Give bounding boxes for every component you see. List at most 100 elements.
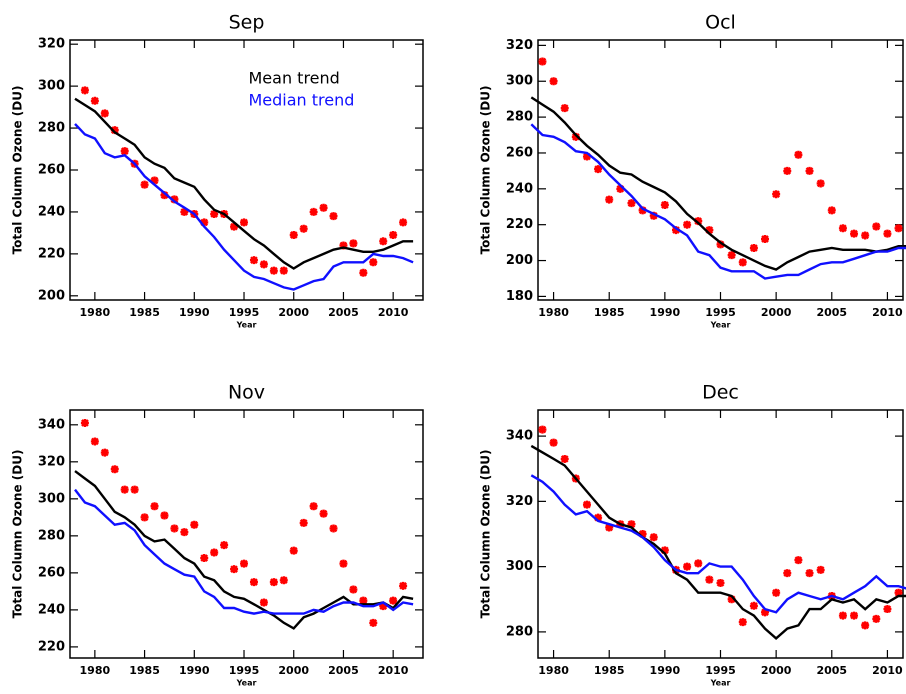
data-point xyxy=(716,240,725,249)
data-point xyxy=(279,266,288,275)
x-tick-label: 1990 xyxy=(650,306,681,319)
data-point xyxy=(805,166,814,175)
data-point xyxy=(289,546,298,555)
data-point xyxy=(249,256,258,265)
data-point xyxy=(794,556,803,565)
x-tick-label: 1995 xyxy=(229,306,260,319)
data-point xyxy=(180,528,189,537)
legend-label: Mean trend xyxy=(249,69,340,88)
plot-frame xyxy=(69,39,424,301)
y-tick-label: 280 xyxy=(38,121,65,136)
data-point xyxy=(738,258,747,267)
data-point xyxy=(582,152,591,161)
data-point xyxy=(90,437,99,446)
x-tick-label: 2010 xyxy=(378,306,409,319)
data-point xyxy=(210,210,219,219)
data-point xyxy=(399,581,408,590)
data-point xyxy=(379,237,388,246)
data-point xyxy=(683,562,692,571)
plot-frame xyxy=(69,409,424,659)
data-point xyxy=(200,218,209,227)
data-point xyxy=(289,231,298,239)
data-point xyxy=(649,211,658,220)
chart-panel: Ocl Total Column Ozone (DU) Year 180 200 220 2… xyxy=(479,12,906,330)
data-point xyxy=(299,518,308,527)
x-tick-label: 1980 xyxy=(80,306,111,319)
y-tick-label: 200 xyxy=(38,288,65,303)
data-point xyxy=(571,132,580,141)
y-tick-label: 240 xyxy=(506,181,533,196)
data-point xyxy=(389,596,398,605)
data-point xyxy=(660,546,669,555)
y-tick-label: 220 xyxy=(38,639,65,654)
data-point xyxy=(160,191,169,200)
data-point xyxy=(883,605,892,614)
x-tick-label: 2010 xyxy=(872,306,903,319)
y-axis-label: Total Column Ozone (DU) xyxy=(479,86,493,255)
data-point xyxy=(538,57,547,66)
data-point xyxy=(90,96,99,105)
y-tick-label: 320 xyxy=(38,37,65,52)
chart-title: Nov xyxy=(228,382,265,404)
data-point xyxy=(299,224,308,233)
x-axis-label: Year xyxy=(236,679,257,688)
data-point xyxy=(749,601,758,610)
data-point xyxy=(772,190,781,199)
data-point xyxy=(894,588,903,597)
chart-panel: Nov Total Column Ozone (DU) Year 220 240 260 2… xyxy=(11,382,424,688)
x-tick-label: 1980 xyxy=(538,664,569,677)
y-tick-label: 220 xyxy=(506,217,533,232)
data-point xyxy=(582,500,591,509)
data-point xyxy=(259,260,268,269)
data-point xyxy=(683,220,692,229)
data-point xyxy=(638,530,647,538)
data-point xyxy=(100,109,109,118)
data-point xyxy=(269,266,278,275)
trend-line xyxy=(74,97,414,270)
data-point xyxy=(716,578,725,587)
x-tick-label: 1985 xyxy=(594,664,625,677)
y-tick-label: 300 xyxy=(506,74,533,89)
data-point xyxy=(110,126,119,135)
y-tick-label: 200 xyxy=(506,253,533,268)
data-point xyxy=(150,176,159,185)
data-point xyxy=(605,195,614,204)
data-point xyxy=(861,621,870,630)
data-point xyxy=(339,241,348,250)
data-point xyxy=(120,485,129,494)
data-point xyxy=(319,509,328,518)
y-tick-label: 340 xyxy=(506,429,533,444)
data-point xyxy=(359,268,368,277)
data-point xyxy=(230,565,239,574)
y-tick-label: 300 xyxy=(38,491,65,506)
x-tick-label: 1980 xyxy=(538,306,569,319)
chart-title: Ocl xyxy=(705,12,736,34)
data-point xyxy=(150,502,159,511)
data-point xyxy=(827,206,836,215)
chart-panel: Sep Total Column Ozone (DU) Year 200 220 240 2… xyxy=(11,12,424,330)
x-axis-label: Year xyxy=(236,321,257,330)
data-point xyxy=(329,524,338,533)
y-tick-label: 220 xyxy=(38,246,65,261)
data-point xyxy=(549,438,558,447)
data-point xyxy=(605,523,614,532)
x-axis-label: Year xyxy=(710,679,731,688)
data-point xyxy=(359,596,368,605)
y-tick-label: 180 xyxy=(506,289,533,304)
y-tick-label: 280 xyxy=(38,528,65,543)
x-tick-label: 1995 xyxy=(705,664,736,677)
x-tick-label: 1985 xyxy=(129,664,160,677)
data-point xyxy=(549,77,558,86)
data-point xyxy=(638,206,647,215)
data-point xyxy=(805,569,814,578)
data-point xyxy=(783,166,792,175)
data-point xyxy=(850,229,859,238)
chart-title: Dec xyxy=(702,382,739,404)
x-tick-label: 1980 xyxy=(80,664,111,677)
y-tick-label: 260 xyxy=(38,565,65,580)
data-point xyxy=(694,559,703,568)
data-point xyxy=(649,533,658,542)
x-tick-label: 2005 xyxy=(816,664,847,677)
data-point xyxy=(319,203,328,212)
